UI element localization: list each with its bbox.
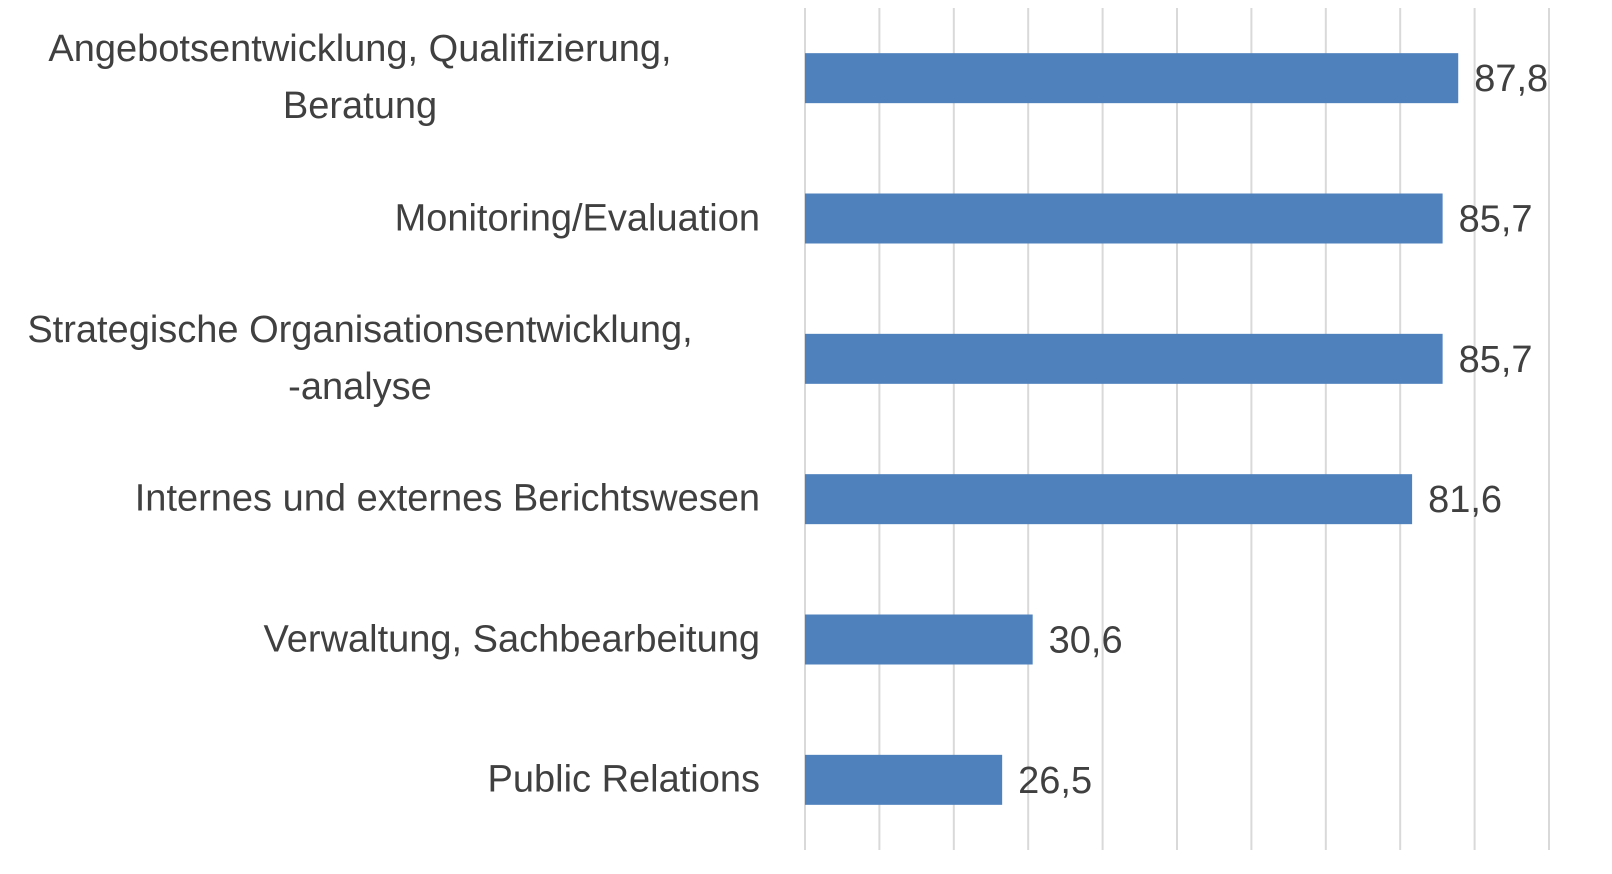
bar [805,333,1443,384]
category-label: Monitoring/Evaluation [394,197,760,239]
category-label: Angebotsentwicklung, Qualifizierung, Ber… [48,28,672,128]
bar [805,614,1033,665]
value-label: 30,6 [1049,620,1123,662]
category-label: Internes und externes Berichtswesen [134,477,760,520]
category-label: Public Relations [487,758,760,801]
value-label: 85,7 [1459,199,1533,241]
bar [805,193,1443,244]
value-label: 26,5 [1018,760,1092,802]
value-label: 87,8 [1474,58,1548,100]
value-label: 81,6 [1428,479,1502,521]
bar [805,474,1413,525]
value-label: 85,7 [1459,339,1533,381]
category-label: Strategische Organisationsentwicklung, -… [27,308,693,408]
category-label: Verwaltung, Sachbearbeitung [263,618,760,660]
bar [805,754,1003,805]
bar [805,53,1459,104]
